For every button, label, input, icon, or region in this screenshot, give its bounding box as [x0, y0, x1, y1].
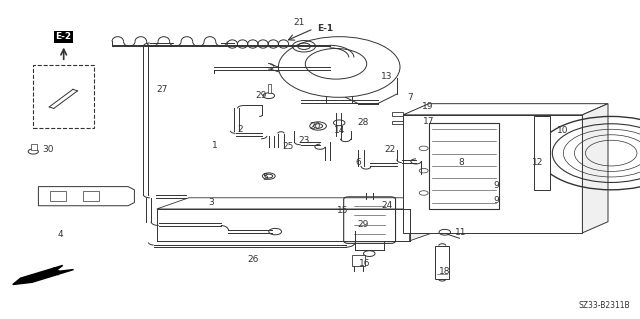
Text: 22: 22 [385, 145, 396, 154]
Bar [392, 121, 404, 124]
Text: 17: 17 [423, 117, 435, 126]
Text: 25: 25 [282, 142, 294, 151]
Bar [392, 112, 403, 116]
Text: SZ33-B2311B: SZ33-B2311B [579, 301, 630, 310]
Text: 20: 20 [309, 122, 321, 130]
Bar [50, 191, 66, 201]
Text: 13: 13 [381, 72, 393, 81]
Text: 4: 4 [58, 230, 63, 239]
Bar [268, 84, 271, 93]
Text: FR: FR [49, 267, 60, 277]
Text: E-2: E-2 [56, 33, 72, 41]
Bar [352, 255, 365, 266]
Text: E-2: E-2 [56, 33, 72, 41]
Text: 21: 21 [294, 18, 305, 27]
Text: 3: 3 [209, 198, 214, 207]
Bar [429, 123, 499, 209]
Text: 8: 8 [458, 158, 463, 167]
Text: 14: 14 [333, 126, 345, 135]
Text: 18: 18 [439, 267, 451, 276]
Bar [534, 116, 550, 190]
Text: 15: 15 [337, 206, 348, 215]
Text: 6: 6 [356, 158, 361, 167]
Text: 10: 10 [557, 126, 569, 135]
Text: 7: 7 [407, 93, 412, 102]
Text: 26: 26 [247, 256, 259, 264]
Bar [435, 246, 449, 279]
Bar [31, 144, 37, 150]
Text: 28: 28 [358, 118, 369, 127]
Text: 5: 5 [263, 173, 268, 182]
Text: 9: 9 [493, 197, 499, 205]
Bar [403, 115, 582, 233]
Text: E-1: E-1 [317, 24, 333, 33]
Polygon shape [13, 265, 74, 285]
Text: 16: 16 [359, 259, 371, 268]
Text: 29: 29 [255, 91, 267, 100]
Text: 30: 30 [42, 145, 54, 154]
Text: 11: 11 [455, 228, 467, 237]
Text: 9: 9 [493, 181, 499, 189]
Polygon shape [582, 104, 608, 233]
Text: 27: 27 [156, 85, 168, 94]
Bar [83, 191, 99, 201]
Text: 12: 12 [532, 158, 543, 167]
Text: 19: 19 [422, 102, 433, 111]
Polygon shape [403, 104, 608, 115]
Text: 29: 29 [358, 220, 369, 229]
Text: 2: 2 [237, 125, 243, 134]
Text: 24: 24 [381, 201, 393, 210]
Text: 1: 1 [212, 141, 217, 150]
Text: 23: 23 [298, 136, 310, 145]
Bar [33, 65, 94, 128]
Polygon shape [157, 198, 442, 209]
Polygon shape [410, 198, 442, 241]
